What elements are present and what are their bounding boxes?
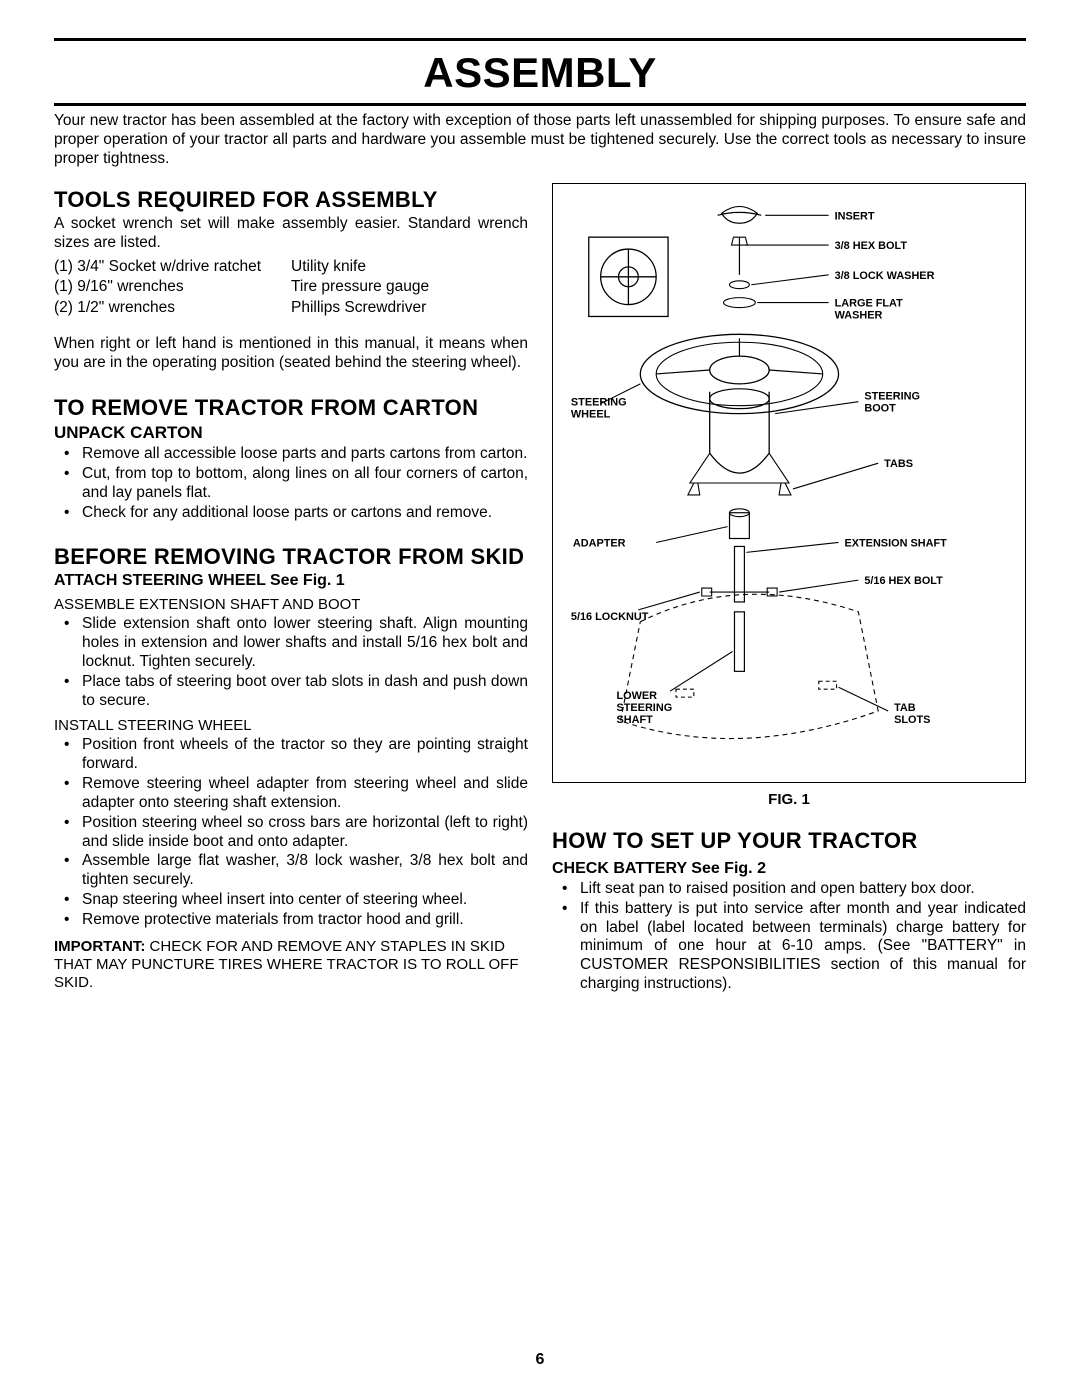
list-item: Remove protective materials from tractor…: [54, 911, 528, 930]
list-item: Lift seat pan to raised position and ope…: [552, 880, 1026, 899]
label-38-hex-bolt: 3/8 HEX BOLT: [835, 240, 908, 252]
unpack-subheading: UNPACK CARTON: [54, 423, 528, 443]
list-item: Slide extension shaft onto lower steerin…: [54, 615, 528, 672]
list-item: Remove all accessible loose parts and pa…: [54, 445, 528, 464]
tools-left-col: (1) 3/4" Socket w/drive ratchet (1) 9/16…: [54, 257, 291, 320]
label-insert: INSERT: [835, 210, 875, 222]
list-item: Cut, from top to bottom, along lines on …: [54, 465, 528, 503]
label-516-hex-bolt: 5/16 HEX BOLT: [864, 575, 943, 587]
remove-heading: TO REMOVE TRACTOR FROM CARTON: [54, 395, 528, 421]
label-extension-shaft: EXTENSION SHAFT: [845, 537, 948, 549]
before-heading: BEFORE REMOVING TRACTOR FROM SKID: [54, 545, 528, 569]
list-item: Snap steering wheel insert into center o…: [54, 891, 528, 910]
assemble-ext-heading: ASSEMBLE EXTENSION SHAFT AND BOOT: [54, 596, 528, 613]
install-wheel-heading: INSTALL STEERING WHEEL: [54, 717, 528, 734]
assemble-ext-list: Slide extension shaft onto lower steerin…: [54, 615, 528, 711]
list-item: Position front wheels of the tractor so …: [54, 736, 528, 774]
intro-paragraph: Your new tractor has been assembled at t…: [54, 112, 1026, 169]
list-item: Place tabs of steering boot over tab slo…: [54, 673, 528, 711]
label-tab-slots: TABSLOTS: [894, 702, 930, 726]
right-column: INSERT 3/8 HEX BOLT 3/8 LOCK WASHER LARG…: [552, 183, 1026, 994]
list-item: Position steering wheel so cross bars ar…: [54, 814, 528, 852]
tools-lead: A socket wrench set will make assembly e…: [54, 215, 528, 253]
label-steering-boot: STEERINGBOOT: [864, 390, 920, 414]
tool-item: Phillips Screwdriver: [291, 298, 528, 319]
list-item: Check for any additional loose parts or …: [54, 504, 528, 523]
two-column-layout: TOOLS REQUIRED FOR ASSEMBLY A socket wre…: [54, 183, 1026, 994]
label-steering-wheel: STEERINGWHEEL: [571, 396, 627, 420]
label-38-lock-washer: 3/8 LOCK WASHER: [835, 270, 935, 282]
important-note: IMPORTANT: CHECK FOR AND REMOVE ANY STAP…: [54, 938, 528, 992]
figure-1-caption: FIG. 1: [552, 791, 1026, 808]
setup-heading: HOW TO SET UP YOUR TRACTOR: [552, 828, 1026, 854]
tools-note: When right or left hand is mentioned in …: [54, 335, 528, 373]
tools-right-col: Utility knife Tire pressure gauge Philli…: [291, 257, 528, 320]
figure-1-diagram: INSERT 3/8 HEX BOLT 3/8 LOCK WASHER LARG…: [561, 194, 1017, 772]
attach-wheel-heading: ATTACH STEERING WHEEL See Fig. 1: [54, 572, 528, 590]
unpack-list: Remove all accessible loose parts and pa…: [54, 445, 528, 523]
label-adapter: ADAPTER: [573, 537, 626, 549]
tool-item: Tire pressure gauge: [291, 277, 528, 298]
page-number: 6: [0, 1351, 1080, 1369]
figure-1-box: INSERT 3/8 HEX BOLT 3/8 LOCK WASHER LARG…: [552, 183, 1026, 783]
check-battery-list: Lift seat pan to raised position and ope…: [552, 880, 1026, 994]
important-label: IMPORTANT:: [54, 938, 145, 955]
list-item: Assemble large flat washer, 3/8 lock was…: [54, 852, 528, 890]
check-battery-heading: CHECK BATTERY See Fig. 2: [552, 860, 1026, 878]
list-item: Remove steering wheel adapter from steer…: [54, 775, 528, 813]
tool-item: Utility knife: [291, 257, 528, 278]
install-wheel-list: Position front wheels of the tractor so …: [54, 736, 528, 930]
tools-heading: TOOLS REQUIRED FOR ASSEMBLY: [54, 187, 528, 213]
label-lower-steering-shaft: LOWERSTEERINGSHAFT: [617, 690, 673, 726]
rule-under-title: [54, 103, 1026, 106]
page-title: ASSEMBLY: [54, 41, 1026, 103]
tool-item: (1) 3/4" Socket w/drive ratchet: [54, 257, 291, 278]
left-column: TOOLS REQUIRED FOR ASSEMBLY A socket wre…: [54, 183, 528, 994]
tools-list: (1) 3/4" Socket w/drive ratchet (1) 9/16…: [54, 257, 528, 320]
tool-item: (1) 9/16" wrenches: [54, 277, 291, 298]
label-large-flat-washer: LARGE FLATWASHER: [835, 297, 904, 321]
list-item: If this battery is put into service afte…: [552, 900, 1026, 995]
tool-item: (2) 1/2" wrenches: [54, 298, 291, 319]
label-tabs: TABS: [884, 458, 913, 470]
label-516-locknut: 5/16 LOCKNUT: [571, 611, 649, 623]
